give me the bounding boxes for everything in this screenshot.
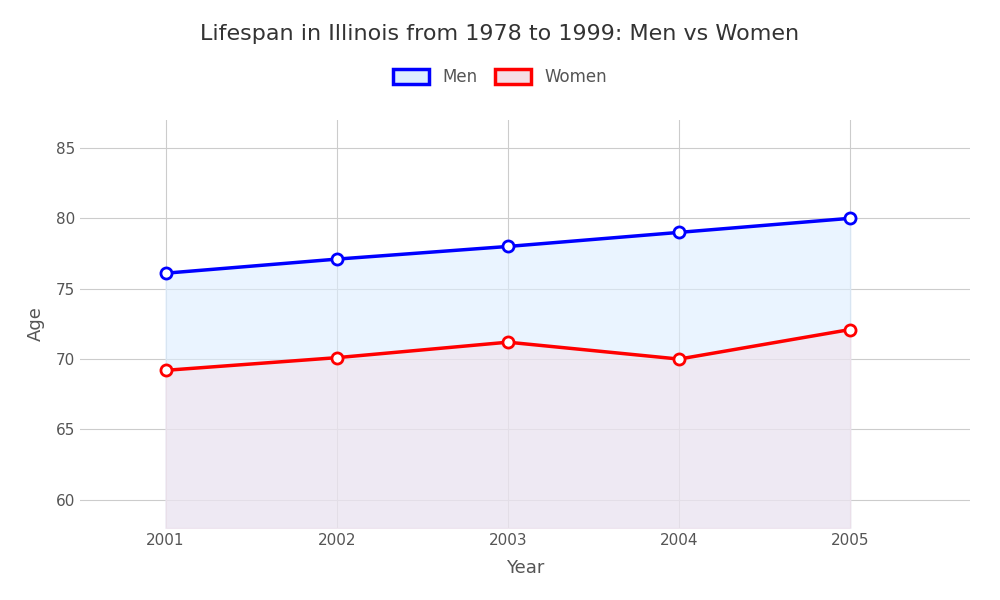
Text: Lifespan in Illinois from 1978 to 1999: Men vs Women: Lifespan in Illinois from 1978 to 1999: … [200, 24, 800, 44]
X-axis label: Year: Year [506, 559, 544, 577]
Legend: Men, Women: Men, Women [393, 68, 607, 86]
Y-axis label: Age: Age [27, 307, 45, 341]
